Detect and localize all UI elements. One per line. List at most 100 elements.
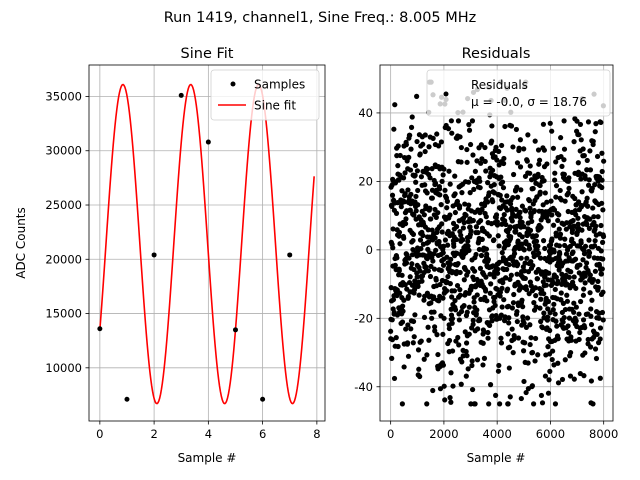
residual-point: [511, 250, 518, 257]
residual-point: [532, 285, 539, 291]
residual-point: [531, 300, 537, 306]
residual-point: [465, 269, 471, 275]
residual-point: [576, 311, 582, 317]
residual-point: [436, 238, 442, 245]
residual-point: [597, 375, 603, 381]
residual-point: [463, 373, 469, 379]
residuals-xtick-label: 6000: [536, 427, 565, 441]
residual-point: [576, 199, 582, 205]
residual-point: [517, 209, 523, 215]
residual-point: [589, 297, 595, 303]
residual-point: [564, 281, 570, 287]
residual-point: [599, 177, 605, 183]
residual-point: [577, 262, 583, 268]
residual-point: [396, 233, 402, 239]
residual-point: [482, 158, 488, 165]
residual-point: [536, 157, 543, 163]
residual-point: [582, 280, 588, 286]
residual-point: [390, 297, 397, 303]
residual-point: [406, 255, 412, 261]
residuals-ytick-label: -20: [354, 311, 373, 325]
residual-point: [444, 198, 450, 204]
residual-point: [475, 326, 481, 332]
residual-point: [403, 216, 409, 222]
residuals-ytick-label: -40: [354, 380, 373, 394]
residual-point: [543, 282, 549, 288]
residual-point: [440, 362, 446, 368]
residual-point: [587, 148, 593, 154]
residual-point: [457, 134, 463, 140]
residual-point: [464, 159, 470, 165]
residual-point: [553, 159, 559, 165]
residual-point: [499, 142, 505, 149]
residual-point: [599, 266, 605, 272]
residual-point: [453, 236, 460, 243]
residual-point: [435, 210, 441, 216]
residual-point: [578, 176, 584, 182]
residual-point: [495, 233, 501, 239]
residual-point: [410, 237, 416, 244]
residual-point: [416, 366, 422, 372]
residual-point: [433, 247, 439, 253]
residual-point: [578, 240, 584, 246]
residual-point: [585, 119, 592, 125]
residual-point: [442, 237, 448, 243]
residual-point: [545, 390, 552, 396]
residual-point: [418, 174, 425, 180]
residual-point: [532, 335, 539, 342]
residual-point: [425, 324, 431, 330]
residual-point: [598, 119, 604, 126]
residual-point: [458, 159, 464, 165]
residual-point: [532, 358, 538, 364]
residual-point: [535, 147, 542, 153]
residual-point: [530, 185, 536, 192]
residual-point: [483, 274, 489, 280]
residual-point: [419, 278, 425, 284]
residual-point: [545, 306, 551, 312]
residual-point: [457, 292, 463, 298]
residual-point: [581, 373, 587, 379]
residual-point: [433, 214, 439, 220]
residual-point: [393, 210, 400, 216]
residual-point: [539, 400, 546, 406]
residual-point: [437, 386, 444, 392]
residual-point: [509, 326, 515, 332]
residual-point: [519, 241, 525, 247]
sine-fit-legend: Samples Sine fit: [210, 69, 320, 121]
residual-point: [547, 120, 553, 126]
residual-point: [581, 286, 587, 292]
residual-point: [540, 121, 547, 127]
residual-point: [562, 306, 569, 313]
residual-point: [517, 164, 524, 170]
residual-point: [432, 328, 438, 334]
residual-point: [399, 401, 405, 407]
residual-point: [411, 266, 417, 273]
residual-point: [440, 331, 446, 337]
residual-point: [449, 320, 455, 326]
residual-point: [431, 266, 438, 272]
residual-point: [510, 171, 517, 178]
residual-point: [440, 295, 446, 301]
residual-point: [559, 271, 565, 277]
residual-point: [505, 401, 511, 407]
residual-point: [394, 255, 400, 261]
residual-point: [389, 317, 395, 323]
residual-point: [532, 138, 538, 144]
residual-point: [409, 261, 415, 267]
residual-point: [415, 202, 421, 208]
sine-fit-ytick-label: 10000: [45, 361, 82, 375]
residual-point: [449, 348, 456, 354]
residual-point: [571, 139, 577, 145]
residual-point: [484, 199, 491, 205]
residual-point: [553, 318, 559, 324]
residual-point: [474, 357, 481, 363]
residual-point: [595, 278, 601, 285]
sample-point: [151, 252, 157, 258]
residual-point: [452, 297, 458, 304]
residual-point: [597, 336, 603, 342]
residual-point: [405, 353, 412, 359]
residual-point: [593, 121, 599, 127]
residual-point: [535, 171, 541, 177]
residual-point: [399, 319, 406, 325]
residual-point: [542, 373, 549, 379]
